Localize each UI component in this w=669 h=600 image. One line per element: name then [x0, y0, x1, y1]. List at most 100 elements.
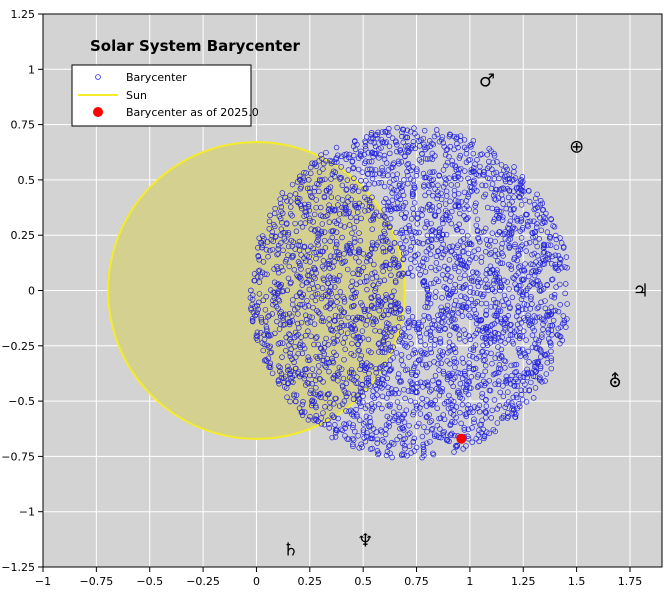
barycenter-point	[330, 374, 336, 381]
barycenter-point	[490, 218, 497, 225]
barycenter-point	[500, 415, 506, 421]
barycenter-point	[407, 247, 414, 253]
barycenter-point	[325, 341, 331, 348]
barycenter-point	[421, 424, 427, 430]
barycenter-point	[309, 397, 316, 404]
barycenter-point	[430, 318, 437, 324]
barycenter-point	[359, 382, 365, 388]
barycenter-point	[350, 143, 357, 150]
barycenter-point	[256, 257, 262, 263]
barycenter-point	[464, 216, 470, 222]
barycenter-point	[551, 294, 558, 301]
barycenter-point	[512, 281, 518, 287]
barycenter-point	[488, 415, 495, 421]
barycenter-point	[435, 248, 441, 254]
barycenter-point	[394, 436, 400, 443]
barycenter-point	[312, 297, 319, 304]
barycenter-point	[514, 321, 521, 328]
barycenter-point	[248, 287, 254, 294]
barycenter-point	[304, 380, 311, 386]
barycenter-point	[462, 372, 469, 379]
barycenter-point	[494, 267, 500, 273]
barycenter-point	[424, 221, 430, 227]
barycenter-point	[358, 403, 364, 410]
barycenter-point	[409, 314, 416, 320]
barycenter-point	[501, 292, 508, 299]
barycenter-point	[434, 405, 440, 412]
barycenter-point	[288, 346, 294, 352]
barycenter-point	[426, 361, 433, 367]
barycenter-point	[353, 380, 359, 386]
barycenter-point	[321, 160, 327, 167]
barycenter-point	[422, 269, 429, 275]
barycenter-point	[495, 365, 502, 372]
barycenter-point	[522, 387, 528, 393]
barycenter-point	[382, 431, 389, 438]
barycenter-point	[323, 360, 330, 366]
barycenter-point	[544, 281, 550, 288]
barycenter-point	[305, 417, 312, 423]
barycenter-point	[401, 411, 408, 418]
barycenter-point	[312, 227, 318, 233]
barycenter-point	[548, 348, 554, 355]
barycenter-point	[351, 291, 358, 297]
barycenter-point	[470, 150, 476, 157]
barycenter-point	[352, 317, 359, 323]
barycenter-point	[369, 271, 375, 277]
barycenter-point	[487, 387, 494, 394]
barycenter-point	[340, 384, 346, 390]
barycenter-point	[428, 264, 434, 271]
barycenter-point	[490, 192, 497, 199]
barycenter-point	[447, 348, 453, 354]
barycenter-point	[483, 397, 489, 403]
barycenter-point	[410, 351, 416, 357]
barycenter-point	[333, 144, 340, 151]
barycenter-point	[381, 370, 388, 376]
barycenter-point	[262, 307, 269, 313]
barycenter-point	[446, 373, 452, 379]
barycenter-point	[273, 303, 280, 310]
barycenter-point	[465, 426, 472, 433]
barycenter-point	[263, 293, 269, 300]
barycenter-point	[491, 397, 498, 403]
barycenter-point	[455, 198, 462, 205]
barycenter-point	[438, 319, 445, 325]
barycenter-point	[421, 184, 427, 190]
barycenter-point	[402, 343, 408, 349]
barycenter-point	[286, 366, 292, 373]
barycenter-point	[461, 205, 468, 212]
barycenter-point	[323, 304, 329, 311]
barycenter-point	[492, 381, 498, 387]
barycenter-point	[473, 311, 479, 317]
barycenter-point	[492, 253, 499, 259]
barycenter-point	[517, 228, 523, 234]
barycenter-point	[405, 308, 412, 314]
barycenter-point	[491, 296, 497, 303]
barycenter-point	[514, 378, 521, 385]
barycenter-point	[297, 242, 304, 249]
x-tick-label: −0.25	[186, 575, 220, 588]
barycenter-point	[384, 395, 390, 401]
barycenter-point	[441, 400, 448, 407]
barycenter-point	[318, 346, 325, 352]
barycenter-point	[254, 329, 261, 336]
barycenter-point	[310, 304, 316, 311]
barycenter-point	[285, 275, 292, 282]
barycenter-point	[289, 254, 295, 261]
barycenter-point	[416, 229, 422, 236]
barycenter-point	[440, 232, 446, 238]
barycenter-point	[529, 318, 536, 325]
barycenter-point	[368, 408, 375, 414]
barycenter-point	[540, 206, 546, 213]
barycenter-point	[452, 288, 458, 295]
barycenter-point	[467, 156, 473, 163]
barycenter-point	[527, 306, 534, 312]
barycenter-point	[255, 268, 262, 274]
barycenter-point	[356, 396, 363, 402]
barycenter-point	[397, 241, 404, 247]
barycenter-point	[301, 244, 307, 250]
barycenter-point	[337, 174, 343, 181]
barycenter-point	[463, 146, 470, 153]
barycenter-point	[354, 341, 361, 348]
barycenter-point	[387, 179, 393, 186]
